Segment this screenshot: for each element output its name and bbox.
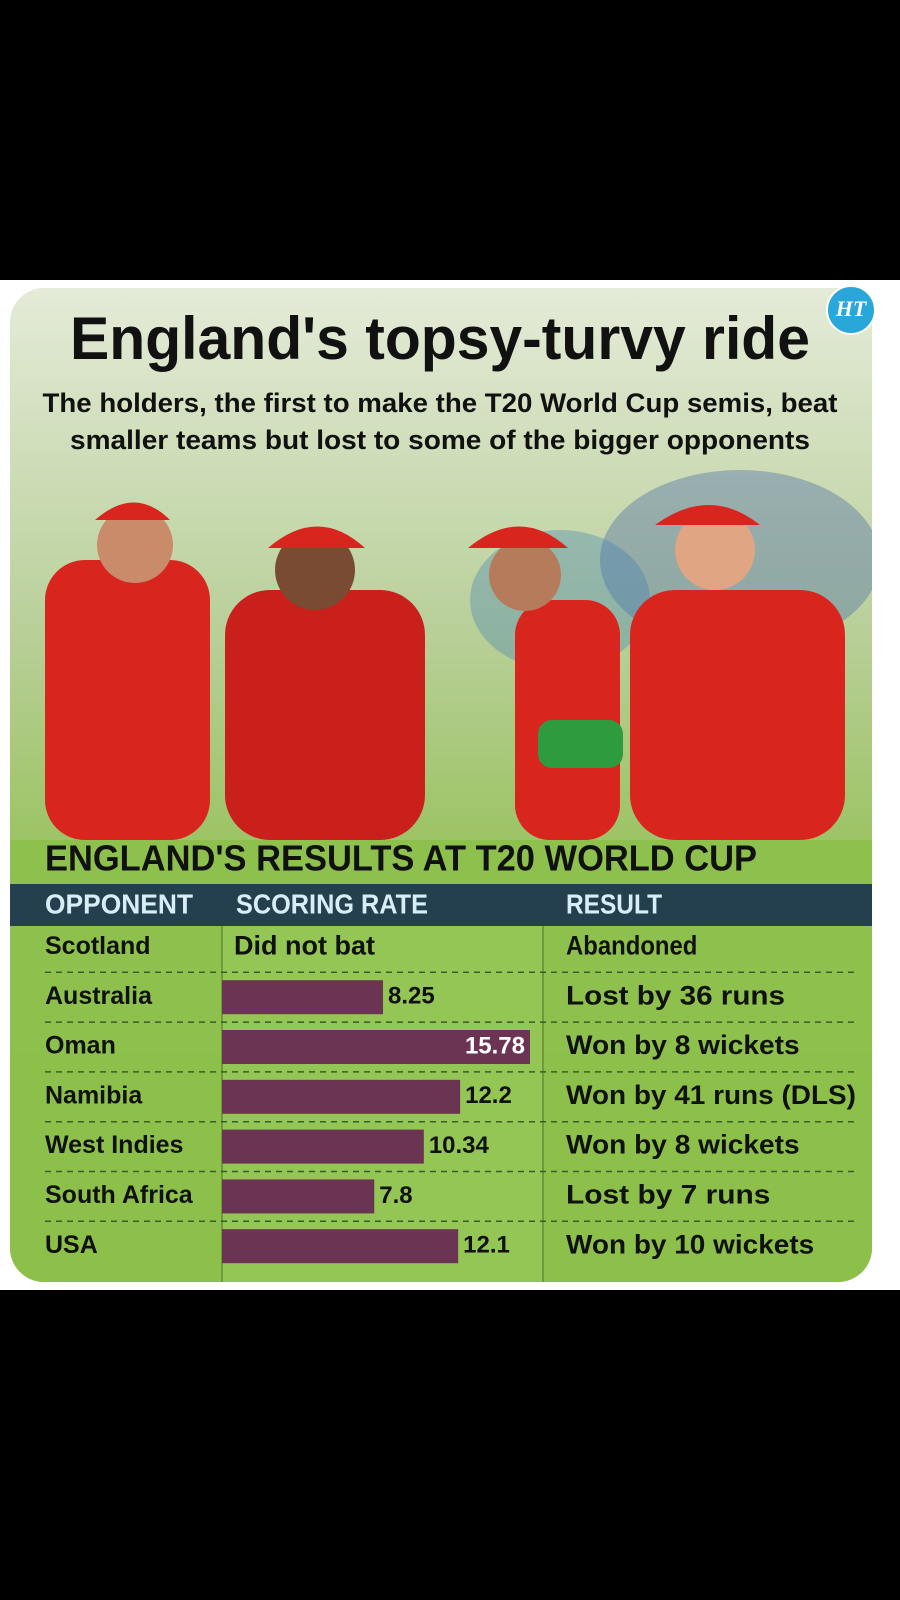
value-label: 12.1 (463, 1232, 510, 1259)
player (225, 590, 425, 840)
table-header-bar (10, 884, 872, 926)
player-cap (268, 526, 365, 548)
value-label: 10.34 (429, 1132, 490, 1159)
value-label: 12.2 (465, 1082, 512, 1109)
result: Lost by 36 runs (566, 980, 785, 1010)
column-header: OPPONENT (45, 888, 193, 919)
value-label: Did not bat (234, 931, 375, 961)
player-glove (538, 720, 623, 768)
result: Lost by 7 runs (566, 1180, 770, 1210)
opponent: West Indies (45, 1131, 183, 1159)
bar (222, 1079, 461, 1114)
player (630, 590, 845, 840)
result: Won by 10 wickets (566, 1229, 814, 1259)
result: Won by 8 wickets (566, 1130, 800, 1160)
player-head (97, 507, 173, 583)
value-label: 8.25 (388, 983, 435, 1010)
opponent: Scotland (45, 932, 151, 960)
column-header: SCORING RATE (236, 888, 428, 919)
bar (222, 980, 384, 1015)
result: Abandoned (566, 931, 697, 961)
chart-title: ENGLAND'S RESULTS AT T20 WORLD CUP (45, 838, 757, 879)
photo-players (45, 502, 845, 840)
title: England's topsy-turvy ride (70, 305, 810, 372)
player-head (489, 539, 561, 611)
opponent: Oman (45, 1032, 116, 1060)
result: Won by 8 wickets (566, 1030, 800, 1060)
table-rows: Scotland Did not bat Abandoned Australia 8.2… (45, 931, 856, 1264)
player-cap (468, 526, 568, 548)
bar (222, 1129, 424, 1164)
opponent: Namibia (45, 1081, 143, 1109)
player-cap (95, 502, 170, 520)
player-cap (655, 505, 760, 525)
card (10, 288, 872, 1282)
logo (826, 285, 876, 335)
bar (222, 1179, 375, 1214)
player (45, 560, 210, 840)
opponent: South Africa (45, 1181, 194, 1209)
opponent: USA (45, 1231, 98, 1259)
result: Won by 41 runs (DLS) (566, 1080, 856, 1110)
opponent: Australia (45, 982, 153, 1010)
logo-text: HT (835, 296, 868, 321)
bar (222, 1030, 530, 1065)
player-head (275, 530, 355, 610)
bar (222, 1229, 459, 1264)
column-header: RESULT (566, 888, 662, 919)
subtitle-line: The holders, the first to make the T20 W… (43, 388, 838, 418)
player-head (675, 510, 755, 590)
subtitle-line: smaller teams but lost to some of the bi… (70, 425, 810, 455)
value-label: 7.8 (379, 1182, 412, 1209)
value-label: 15.78 (465, 1032, 525, 1059)
